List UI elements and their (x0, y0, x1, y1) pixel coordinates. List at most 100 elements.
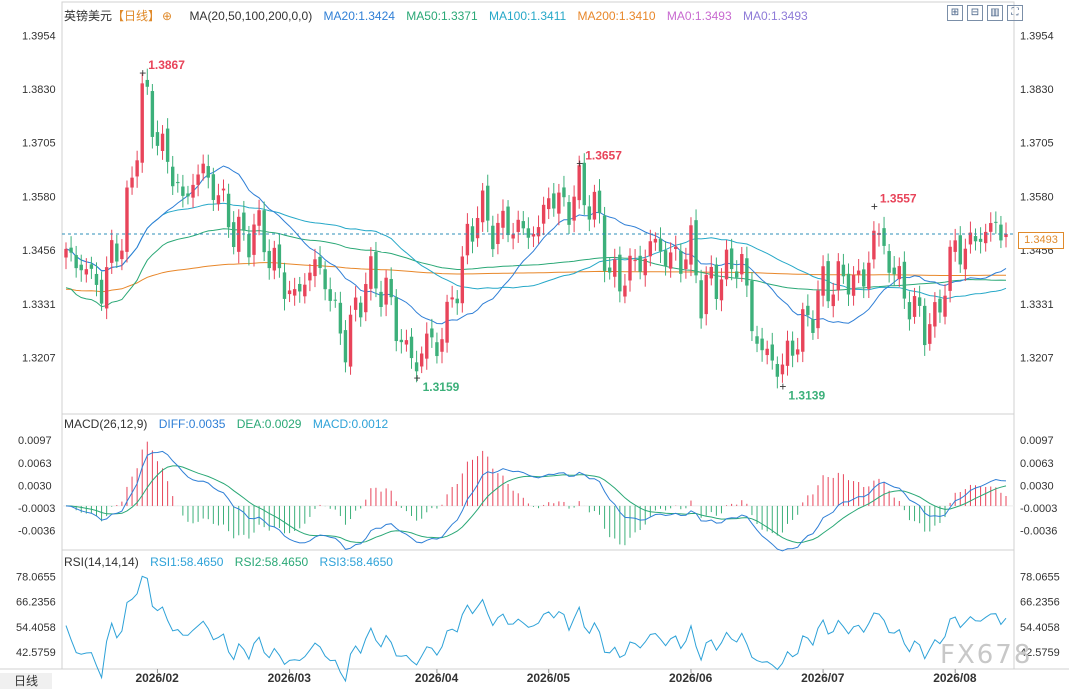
price-tick-label-right: 1.3207 (1020, 352, 1054, 364)
price-tick-label-right: 1.3580 (1020, 192, 1054, 204)
candle-body (226, 193, 231, 228)
candle-body (663, 250, 668, 267)
candle-body (338, 302, 343, 334)
extreme-price-label: 1.3139 (788, 389, 825, 403)
candle-body (328, 289, 332, 301)
candle-body (155, 132, 160, 146)
candle-body (364, 284, 368, 313)
candle-body (176, 181, 180, 184)
candle-body (165, 128, 170, 162)
candle-body (445, 301, 449, 343)
candle-body (938, 298, 942, 313)
candle-body (318, 256, 322, 269)
candle-body (724, 249, 729, 280)
extreme-price-label: 1.3867 (148, 58, 185, 72)
fullscreen-icon[interactable]: ⛶ (1007, 5, 1023, 21)
settings-icon[interactable]: ⊕ (162, 9, 173, 23)
candle-body (110, 240, 114, 263)
rsi-label[interactable]: RSI(14,14,14) (64, 555, 139, 569)
diff-line (65, 450, 1007, 552)
candle-body (115, 243, 119, 262)
candle-body (125, 187, 129, 252)
candle-body (506, 206, 510, 236)
candle-body (374, 251, 378, 289)
candle-body (562, 187, 566, 198)
candle-body (74, 255, 78, 269)
period-tab[interactable]: 日线 (0, 673, 52, 689)
candle-body (648, 241, 653, 257)
time-tick-label: 2026/06 (669, 671, 713, 685)
candle-body (602, 215, 607, 271)
grid-icon[interactable]: ⊟ (967, 5, 983, 21)
candle-body (486, 185, 490, 221)
candle-body (552, 193, 556, 209)
macd-legend: MACD(26,12,9) DIFF:0.0035 DEA:0.0029 MAC… (64, 417, 396, 431)
candle-body (867, 262, 871, 289)
candle-body (79, 264, 83, 271)
candle-body (785, 340, 790, 366)
candle-body (201, 163, 205, 174)
candle-body (882, 228, 886, 246)
candle-body (287, 290, 292, 295)
candle-body (343, 330, 348, 363)
chart-toolbar: ⊞ ⊟ ▥ ⛶ (947, 5, 1023, 21)
candle-body (384, 277, 388, 305)
price-tick-label-right: 1.3705 (1020, 138, 1054, 150)
extreme-marker: + (779, 380, 786, 394)
macd-dea-value: DEA:0.0029 (236, 417, 302, 431)
candle-body (765, 348, 769, 356)
candle-body (191, 184, 195, 198)
candle-body (907, 302, 912, 320)
candle-body (719, 279, 724, 301)
candle-body (826, 261, 830, 302)
candle-body (242, 212, 246, 231)
candle-body (186, 193, 190, 197)
rsi2-value: RSI2:58.4650 (234, 555, 309, 569)
candle-body (323, 269, 327, 290)
rsi-tick-label-right: 54.4058 (1020, 622, 1060, 634)
candle-body (587, 206, 592, 220)
candle-body (978, 238, 983, 242)
candle-body (526, 228, 531, 238)
ma-indicator-label[interactable]: MA(20,50,100,200,0,0) (189, 9, 313, 23)
candle-body (623, 285, 627, 297)
macd-label[interactable]: MACD(26,12,9) (64, 417, 148, 431)
macd-diff-value: DIFF:0.0035 (158, 417, 226, 431)
candle-body (272, 247, 277, 271)
candle-body (806, 305, 810, 316)
candle-body (816, 290, 820, 329)
candle-body (541, 204, 546, 224)
candle-body (699, 280, 703, 319)
time-tick-label: 2026/04 (415, 671, 459, 685)
candle-body (516, 219, 520, 232)
candle-body (790, 340, 795, 356)
candle-body (394, 297, 398, 342)
candle-body (999, 224, 1003, 241)
crosshair-icon[interactable]: ⊞ (947, 5, 963, 21)
candle-body (409, 336, 414, 359)
candle-body (729, 248, 734, 270)
candle-body (557, 192, 561, 214)
candle-body (430, 328, 434, 338)
candle-body (94, 273, 99, 285)
price-tick-label-right: 1.3830 (1020, 84, 1054, 96)
price-tick-label-left: 1.3207 (22, 352, 56, 364)
candle-body (150, 91, 155, 137)
candle-body (99, 279, 104, 304)
candle-body (221, 188, 226, 191)
candle-body (973, 236, 978, 242)
candle-body (181, 186, 185, 196)
candle-body (460, 256, 465, 304)
candle-body (836, 261, 841, 291)
period-label[interactable]: 【日线】 (112, 9, 161, 23)
candle-body (892, 267, 896, 275)
candle-body (740, 254, 744, 275)
candle-body (795, 349, 800, 355)
rsi-tick-label-right: 78.0655 (1020, 571, 1060, 583)
chart-type-icon[interactable]: ▥ (987, 5, 1003, 21)
watermark: FX678 (940, 640, 1033, 670)
candle-body (440, 339, 444, 352)
ma20-value: MA20:1.3424 (323, 9, 395, 23)
candle-body (780, 364, 785, 375)
